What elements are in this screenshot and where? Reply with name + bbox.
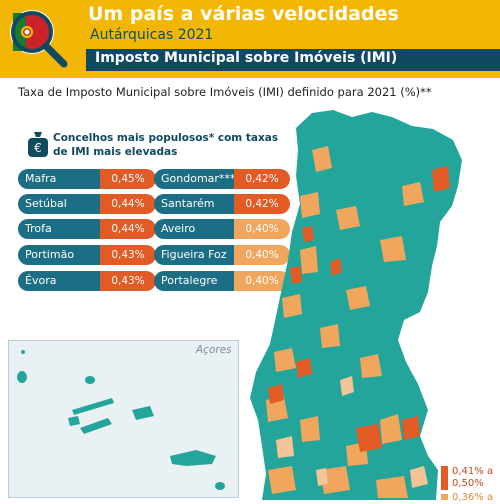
council-name: Mafra: [18, 169, 100, 189]
council-name: Évora: [18, 271, 100, 291]
map-title: Taxa de Imposto Municipal sobre Imóveis …: [18, 85, 432, 99]
council-value: 0,43%: [100, 271, 156, 291]
azores-inset: [8, 340, 239, 498]
legend-label-line1: 0,36% a: [452, 492, 494, 503]
region-mid: [360, 354, 382, 378]
region-mid: [300, 192, 320, 218]
council-value: 0,42%: [234, 194, 290, 214]
page-subtitle: Autárquicas 2021: [90, 27, 214, 43]
legend-label-line2: 0,50%: [452, 478, 484, 489]
region-low: [340, 376, 354, 396]
region-low: [276, 436, 294, 458]
region-mid: [380, 414, 402, 444]
region-mid: [274, 348, 296, 372]
island-terceira: [132, 406, 154, 420]
island-sao-jorge: [72, 398, 114, 415]
council-value: 0,44%: [100, 194, 156, 214]
region-high: [402, 416, 420, 440]
council-name: Portimão: [18, 245, 100, 265]
council-value: 0,44%: [100, 219, 156, 239]
region-high: [330, 258, 342, 276]
council-name: Trofa: [18, 219, 100, 239]
council-name: Figueira Foz: [154, 245, 234, 265]
legend-swatch-high: [441, 466, 448, 490]
region-low: [316, 468, 328, 486]
region-mid: [376, 476, 408, 498]
azores-label: Açores: [196, 344, 232, 356]
island-faial: [68, 416, 80, 426]
legend-label-line1: 0,41% a: [452, 466, 494, 477]
council-value: 0,43%: [100, 245, 156, 265]
island-sao-miguel: [170, 450, 216, 466]
region-mid: [300, 246, 318, 274]
island-graciosa: [85, 376, 95, 384]
region-mid: [282, 294, 302, 318]
council-name: Aveiro: [154, 219, 234, 239]
region-mid: [346, 286, 370, 310]
island-corvo: [21, 350, 25, 354]
high-rate-regions: [268, 166, 450, 452]
council-name: Santarém: [154, 194, 234, 214]
svg-text:€: €: [34, 141, 42, 155]
region-high: [268, 384, 284, 404]
council-value: 0,40%: [234, 219, 290, 239]
top-councils-heading-line1: Concelhos mais populosos* com taxas: [53, 132, 279, 144]
region-low: [410, 466, 428, 488]
region-high: [356, 424, 382, 452]
legend-label-mid: 0,36% a: [452, 492, 493, 504]
top-councils-heading: Concelhos mais populosos* com taxas de I…: [53, 131, 303, 159]
magnifier-flag-icon: [10, 10, 68, 68]
council-value: 0,42%: [234, 169, 290, 189]
region-mid: [320, 466, 350, 494]
island-santa-maria: [215, 482, 225, 490]
region-mid: [402, 182, 424, 206]
region-mid: [336, 206, 360, 230]
council-value: 0,40%: [234, 245, 290, 265]
section-bar: [86, 49, 500, 71]
council-value: 0,45%: [100, 169, 156, 189]
region-high: [290, 266, 302, 284]
top-councils-heading-line2: de IMI mais elevadas: [53, 146, 178, 158]
region-mid: [312, 146, 332, 172]
council-name: Portalegre: [154, 271, 234, 291]
region-mid: [300, 416, 320, 442]
region-mid: [320, 324, 340, 348]
region-high: [302, 226, 314, 242]
page-title: Um país a várias velocidades: [88, 3, 399, 25]
council-name: Gondomar***: [154, 169, 235, 189]
council-value: 0,40%: [234, 271, 290, 291]
region-mid: [268, 466, 296, 494]
island-pico: [80, 418, 112, 434]
legend-swatch-mid: [441, 494, 448, 500]
region-mid: [380, 236, 406, 262]
council-name: Setúbal: [18, 194, 100, 214]
money-bag-icon: €: [28, 132, 48, 157]
region-high: [432, 166, 450, 192]
legend-label-high: 0,41% a 0,50%: [452, 466, 493, 490]
low-rate-regions: [276, 376, 428, 488]
section-title: Imposto Municipal sobre Imóveis (IMI): [95, 50, 398, 66]
region-high: [296, 358, 312, 378]
island-flores: [17, 371, 27, 383]
